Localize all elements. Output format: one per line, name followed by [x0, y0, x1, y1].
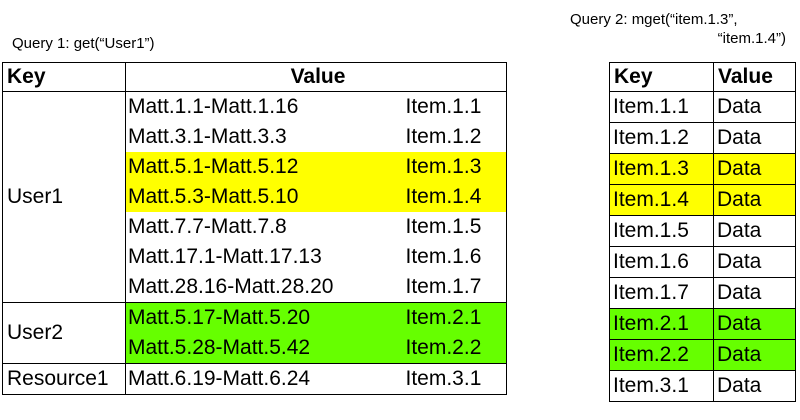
- item-id: Item.1.5: [401, 212, 507, 242]
- item-key: Item.1.4: [609, 184, 714, 216]
- item-value: Data: [713, 122, 796, 154]
- item-value: Data: [713, 91, 796, 123]
- table-row: Item.1.3 Data: [609, 153, 796, 185]
- item-id: Item.1.4: [401, 182, 507, 212]
- verse-range: Matt.7.7-Matt.7.8: [125, 212, 402, 242]
- table-row: Item.1.1 Data: [609, 91, 796, 123]
- item-key: Item.1.5: [609, 215, 714, 247]
- table-row: Item.1.5 Data: [609, 215, 796, 247]
- verse-range: Matt.1.1-Matt.1.16: [125, 91, 402, 122]
- item-value: Data: [713, 370, 796, 402]
- key-header: Key: [2, 62, 126, 92]
- user-store-header-row: Key Value: [2, 62, 507, 92]
- item-key: Item.1.6: [609, 246, 714, 278]
- item-id: Item.2.2: [401, 333, 507, 364]
- item-id: Item.1.6: [401, 242, 507, 272]
- verse-range: Matt.6.19-Matt.6.24: [125, 363, 402, 395]
- table-row: Matt.5.28-Matt.5.42 Item.2.2: [3, 333, 507, 364]
- item-id: Item.1.3: [401, 152, 507, 182]
- table-row: Item.3.1 Data: [609, 370, 796, 402]
- table-row: Resource1 Matt.6.19-Matt.6.24 Item.3.1: [2, 363, 507, 395]
- item-value: Data: [713, 184, 796, 216]
- item-value: Data: [713, 215, 796, 247]
- query2-caption-line2: “item.1.4”): [717, 30, 786, 47]
- item-id: Item.1.7: [401, 272, 507, 303]
- user-store-table: Key Value User1 Matt.1.1-Matt.1.16 Item.1.…: [2, 62, 507, 395]
- table-row: Item.1.4 Data: [609, 184, 796, 216]
- item-id: Item.3.1: [401, 363, 507, 395]
- value-header: Value: [125, 62, 507, 92]
- item-key: Item.2.2: [609, 339, 714, 371]
- table-row: Matt.3.1-Matt.3.3 Item.1.2: [3, 122, 507, 152]
- table-row: Matt.5.1-Matt.5.12 Item.1.3: [3, 152, 507, 182]
- query1-caption: Query 1: get(“User1”): [12, 35, 155, 52]
- table-row: Matt.5.3-Matt.5.10 Item.1.4: [3, 182, 507, 212]
- verse-range: Matt.5.17-Matt.5.20: [125, 302, 402, 333]
- verse-range: Matt.5.28-Matt.5.42: [125, 333, 402, 364]
- item-value: Data: [713, 277, 796, 309]
- item-key: Item.1.7: [609, 277, 714, 309]
- table-row: Item.2.1 Data: [609, 308, 796, 340]
- table-row: Item.2.2 Data: [609, 339, 796, 371]
- item-key: Item.2.1: [609, 308, 714, 340]
- group-key: User1: [2, 91, 126, 303]
- table-row: Item.1.6 Data: [609, 246, 796, 278]
- item-value: Data: [713, 153, 796, 185]
- query2-caption: Query 2: mget(“item.1.3”, “item.1.4”): [570, 10, 786, 48]
- item-store-header-row: Key Value: [609, 62, 796, 92]
- item-value: Data: [713, 339, 796, 371]
- item-key: Item.1.3: [609, 153, 714, 185]
- item-store-table: Key Value Item.1.1 Data Item.1.2 Data Item.1…: [609, 62, 796, 402]
- item-value: Data: [713, 308, 796, 340]
- verse-range: Matt.28.16-Matt.28.20: [125, 272, 402, 303]
- table-row: Matt.7.7-Matt.7.8 Item.1.5: [3, 212, 507, 242]
- key-header: Key: [609, 62, 714, 92]
- value-header: Value: [713, 62, 796, 92]
- item-key: Item.1.2: [609, 122, 714, 154]
- item-id: Item.2.1: [401, 302, 507, 333]
- verse-range: Matt.5.1-Matt.5.12: [125, 152, 402, 182]
- item-key: Item.1.1: [609, 91, 714, 123]
- group-key: Resource1: [2, 363, 126, 395]
- verse-range: Matt.3.1-Matt.3.3: [125, 122, 402, 152]
- verse-range: Matt.5.3-Matt.5.10: [125, 182, 402, 212]
- table-row: User2 Matt.5.17-Matt.5.20 Item.2.1: [2, 302, 507, 364]
- table-row: Matt.17.1-Matt.17.13 Item.1.6: [3, 242, 507, 272]
- table-row: User1 Matt.1.1-Matt.1.16 Item.1.1: [2, 91, 507, 303]
- item-key: Item.3.1: [609, 370, 714, 402]
- table-row: Item.1.7 Data: [609, 277, 796, 309]
- table-row: Matt.28.16-Matt.28.20 Item.1.7: [3, 272, 507, 303]
- table-row: Item.1.2 Data: [609, 122, 796, 154]
- group-key: User2: [2, 302, 126, 364]
- item-value: Data: [713, 246, 796, 278]
- item-id: Item.1.1: [401, 91, 507, 122]
- query2-caption-line1: Query 2: mget(“item.1.3”,: [570, 11, 738, 28]
- verse-range: Matt.17.1-Matt.17.13: [125, 242, 402, 272]
- item-id: Item.1.2: [401, 122, 507, 152]
